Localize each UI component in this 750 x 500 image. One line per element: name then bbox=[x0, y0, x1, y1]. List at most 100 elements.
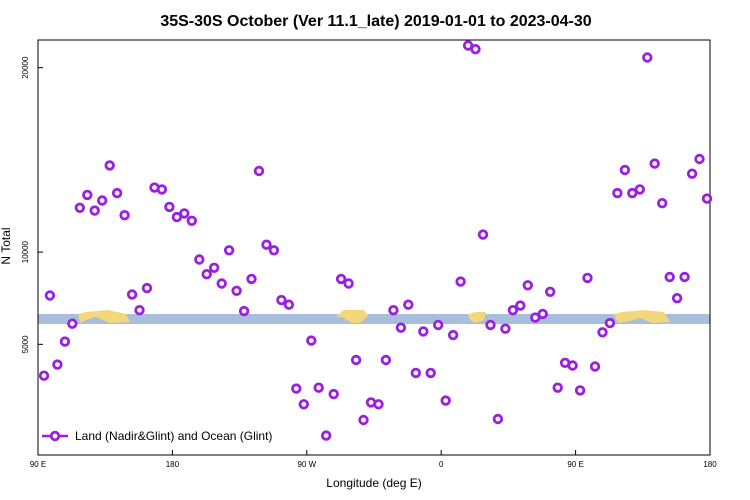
data-point-56 bbox=[455, 276, 466, 287]
y-tick-label-2: 20000 bbox=[21, 56, 30, 79]
data-point-49 bbox=[403, 299, 414, 310]
data-point-39 bbox=[328, 388, 339, 400]
data-point-79 bbox=[627, 187, 638, 199]
data-point-25 bbox=[223, 245, 235, 256]
data-point-30 bbox=[261, 239, 272, 250]
land-australia-left bbox=[78, 310, 130, 323]
data-point-34 bbox=[291, 383, 302, 394]
data-point-88 bbox=[694, 153, 705, 165]
data-point-0 bbox=[38, 370, 50, 381]
data-point-54 bbox=[440, 395, 451, 406]
land-australia-right bbox=[614, 310, 670, 323]
data-point-7 bbox=[89, 205, 100, 216]
data-point-71 bbox=[567, 360, 578, 371]
x-tick-label-1: 180 bbox=[166, 460, 180, 469]
data-point-84 bbox=[664, 271, 675, 283]
plot-frame bbox=[37, 39, 711, 456]
ocean-band bbox=[38, 314, 710, 324]
data-point-19 bbox=[179, 208, 190, 219]
data-point-72 bbox=[574, 385, 586, 396]
data-point-1 bbox=[44, 290, 56, 301]
data-point-80 bbox=[634, 184, 645, 195]
data-point-16 bbox=[156, 184, 168, 195]
data-point-78 bbox=[619, 164, 631, 176]
data-point-33 bbox=[283, 299, 295, 310]
data-point-46 bbox=[380, 354, 392, 366]
data-point-12 bbox=[126, 289, 138, 300]
data-point-53 bbox=[433, 319, 444, 331]
data-point-11 bbox=[119, 209, 130, 221]
data-point-43 bbox=[358, 414, 369, 426]
land-south-america bbox=[336, 310, 368, 323]
data-point-63 bbox=[507, 305, 519, 316]
data-point-48 bbox=[395, 322, 407, 333]
x-tick-label-4: 90 E bbox=[567, 460, 583, 469]
data-point-17 bbox=[164, 201, 175, 213]
legend-label: Land (Nadir&Glint) and Ocean (Glint) bbox=[75, 429, 272, 443]
data-point-10 bbox=[111, 187, 123, 199]
data-points bbox=[38, 40, 713, 441]
data-point-6 bbox=[82, 189, 93, 201]
data-point-74 bbox=[589, 361, 601, 372]
data-point-8 bbox=[96, 195, 108, 206]
data-point-38 bbox=[321, 430, 332, 441]
data-point-59 bbox=[477, 229, 489, 240]
data-point-26 bbox=[231, 285, 242, 296]
data-point-60 bbox=[485, 319, 496, 331]
data-point-41 bbox=[343, 278, 354, 289]
land-africa bbox=[468, 312, 486, 323]
data-point-2 bbox=[52, 359, 63, 370]
data-point-61 bbox=[492, 413, 504, 425]
data-point-65 bbox=[522, 280, 533, 291]
data-point-14 bbox=[141, 282, 153, 294]
data-point-55 bbox=[447, 329, 459, 341]
data-point-24 bbox=[216, 278, 227, 289]
data-point-45 bbox=[373, 399, 384, 410]
data-point-21 bbox=[194, 254, 205, 265]
data-point-37 bbox=[313, 382, 324, 393]
data-point-76 bbox=[604, 317, 616, 329]
x-tick-label-5: 180 bbox=[703, 460, 717, 469]
y-axis-ticks: 5000 10000 20000 bbox=[21, 56, 43, 353]
data-point-28 bbox=[246, 273, 257, 285]
data-point-52 bbox=[425, 367, 436, 379]
data-point-5 bbox=[74, 202, 85, 213]
data-point-13 bbox=[134, 305, 145, 316]
data-point-47 bbox=[388, 305, 399, 316]
x-tick-label-0: 90 E bbox=[30, 460, 46, 469]
data-point-82 bbox=[649, 158, 660, 169]
data-point-29 bbox=[253, 165, 265, 177]
data-point-32 bbox=[276, 294, 287, 306]
data-point-36 bbox=[306, 335, 317, 346]
data-point-64 bbox=[515, 300, 526, 311]
chart-title: 35S-30S October (Ver 11.1_late) 2019-01-… bbox=[160, 13, 591, 30]
x-tick-label-3: 0 bbox=[439, 460, 444, 469]
data-point-77 bbox=[612, 187, 623, 199]
data-point-31 bbox=[268, 245, 280, 256]
x-tick-label-2: 90 W bbox=[297, 460, 316, 469]
data-point-20 bbox=[186, 215, 197, 226]
data-point-83 bbox=[657, 197, 668, 209]
data-point-67 bbox=[537, 308, 548, 320]
data-point-35 bbox=[298, 399, 309, 410]
data-point-50 bbox=[410, 367, 421, 379]
data-point-75 bbox=[597, 327, 608, 338]
x-axis-ticks: 90 E 180 90 W 0 90 E 180 bbox=[30, 450, 717, 469]
data-point-68 bbox=[545, 286, 556, 297]
legend: Land (Nadir&Glint) and Ocean (Glint) bbox=[42, 429, 272, 443]
legend-marker bbox=[49, 430, 61, 442]
data-point-87 bbox=[686, 168, 698, 179]
data-point-9 bbox=[104, 160, 115, 171]
data-point-69 bbox=[552, 382, 563, 393]
data-point-86 bbox=[679, 271, 690, 283]
data-point-62 bbox=[500, 323, 511, 334]
data-point-89 bbox=[701, 193, 713, 204]
data-point-23 bbox=[208, 262, 220, 273]
y-tick-label-1: 10000 bbox=[21, 240, 30, 263]
data-point-4 bbox=[67, 318, 78, 329]
data-point-85 bbox=[671, 293, 683, 304]
x-axis-label: Longitude (deg E) bbox=[326, 476, 421, 490]
data-point-58 bbox=[470, 44, 481, 55]
